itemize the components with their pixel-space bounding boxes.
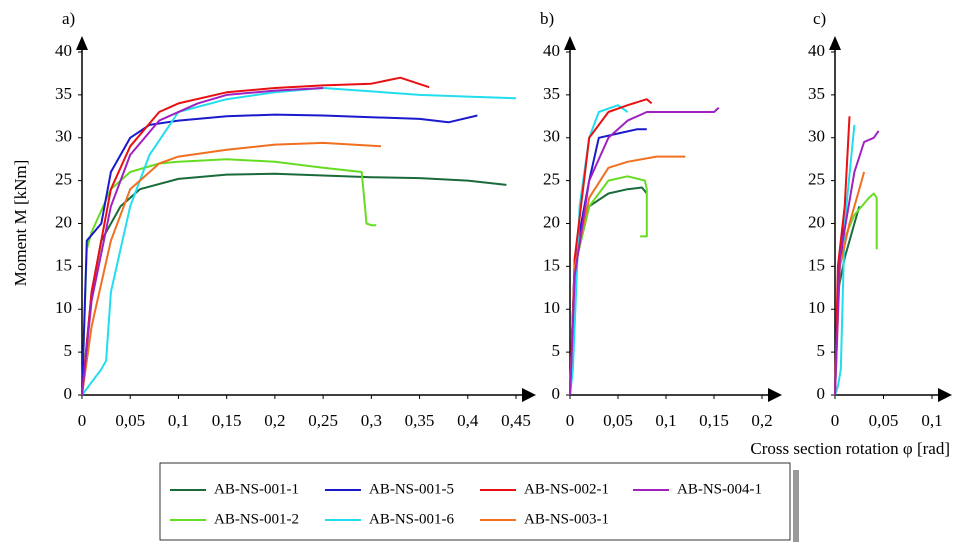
y-tick-label: 25 — [808, 170, 825, 189]
y-tick-label: 20 — [55, 212, 72, 231]
y-tick-label: 15 — [55, 255, 72, 274]
data-line — [81, 87, 517, 396]
legend-label: AB-NS-001-1 — [214, 481, 299, 497]
y-tick-label: 40 — [543, 41, 560, 60]
y-tick-label: 30 — [808, 127, 825, 146]
x-tick-label: 0 — [78, 411, 87, 430]
x-tick-label: 0,15 — [699, 411, 729, 430]
y-tick-label: 30 — [55, 127, 72, 146]
y-axis-arrow — [564, 36, 576, 50]
data-line — [81, 172, 507, 396]
x-tick-label: 0,05 — [603, 411, 633, 430]
x-tick-label: 0,3 — [361, 411, 382, 430]
x-tick-label: 0,1 — [655, 411, 676, 430]
legend-label: AB-NS-001-2 — [214, 511, 299, 527]
data-line — [81, 113, 478, 396]
x-tick-label: 0,05 — [869, 411, 899, 430]
y-tick-label: 35 — [808, 84, 825, 103]
y-tick-label: 0 — [64, 384, 73, 403]
data-line — [834, 124, 856, 396]
y-tick-label: 40 — [808, 41, 825, 60]
legend-label: AB-NS-001-6 — [369, 511, 454, 527]
x-tick-label: 0,45 — [501, 411, 531, 430]
y-tick-label: 20 — [808, 212, 825, 231]
y-tick-label: 10 — [543, 298, 560, 317]
y-tick-label: 0 — [817, 384, 826, 403]
y-tick-label: 40 — [55, 41, 72, 60]
legend-shadow — [793, 470, 799, 542]
x-tick-label: 0,15 — [212, 411, 242, 430]
x-axis-arrow — [522, 388, 536, 402]
x-axis-arrow — [768, 388, 782, 402]
legend-box — [159, 462, 791, 541]
data-line — [81, 76, 430, 396]
y-tick-label: 15 — [808, 255, 825, 274]
legend-label: AB-NS-003-1 — [524, 511, 609, 527]
y-axis-label: Moment M [kNm] — [11, 160, 30, 287]
panel-title: a) — [62, 9, 75, 28]
panel-title: c) — [813, 9, 826, 28]
data-line — [834, 130, 880, 396]
legend-label: AB-NS-001-5 — [369, 481, 454, 497]
y-tick-label: 0 — [552, 384, 561, 403]
y-tick-label: 25 — [55, 170, 72, 189]
x-tick-label: 0,05 — [115, 411, 145, 430]
y-tick-label: 35 — [543, 84, 560, 103]
x-tick-label: 0 — [831, 411, 840, 430]
y-tick-label: 5 — [552, 341, 561, 360]
legend-label: AB-NS-004-1 — [677, 481, 762, 497]
data-line — [569, 106, 720, 396]
data-line — [569, 155, 686, 396]
data-line — [81, 141, 382, 396]
y-axis-arrow — [829, 36, 841, 50]
legend-label: AB-NS-002-1 — [524, 481, 609, 497]
y-tick-label: 35 — [55, 84, 72, 103]
y-tick-label: 5 — [64, 341, 73, 360]
y-axis-arrow — [76, 36, 88, 50]
x-tick-label: 0,4 — [457, 411, 479, 430]
x-tick-label: 0,1 — [921, 411, 942, 430]
x-tick-label: 0,1 — [168, 411, 189, 430]
data-line — [81, 87, 324, 396]
y-tick-label: 20 — [543, 212, 560, 231]
data-line — [81, 158, 377, 396]
y-tick-label: 30 — [543, 127, 560, 146]
x-tick-label: 0 — [566, 411, 575, 430]
y-tick-label: 10 — [808, 298, 825, 317]
x-axis-label: Cross section rotation φ [rad] — [750, 439, 950, 458]
y-tick-label: 25 — [543, 170, 560, 189]
x-tick-label: 0,35 — [405, 411, 435, 430]
data-line — [569, 98, 653, 396]
x-tick-label: 0,25 — [308, 411, 338, 430]
y-tick-label: 10 — [55, 298, 72, 317]
y-tick-label: 15 — [543, 255, 560, 274]
y-tick-label: 5 — [817, 341, 826, 360]
panel-title: b) — [540, 9, 554, 28]
x-tick-label: 0,2 — [264, 411, 285, 430]
x-axis-arrow — [938, 388, 952, 402]
x-tick-label: 0,2 — [751, 411, 772, 430]
